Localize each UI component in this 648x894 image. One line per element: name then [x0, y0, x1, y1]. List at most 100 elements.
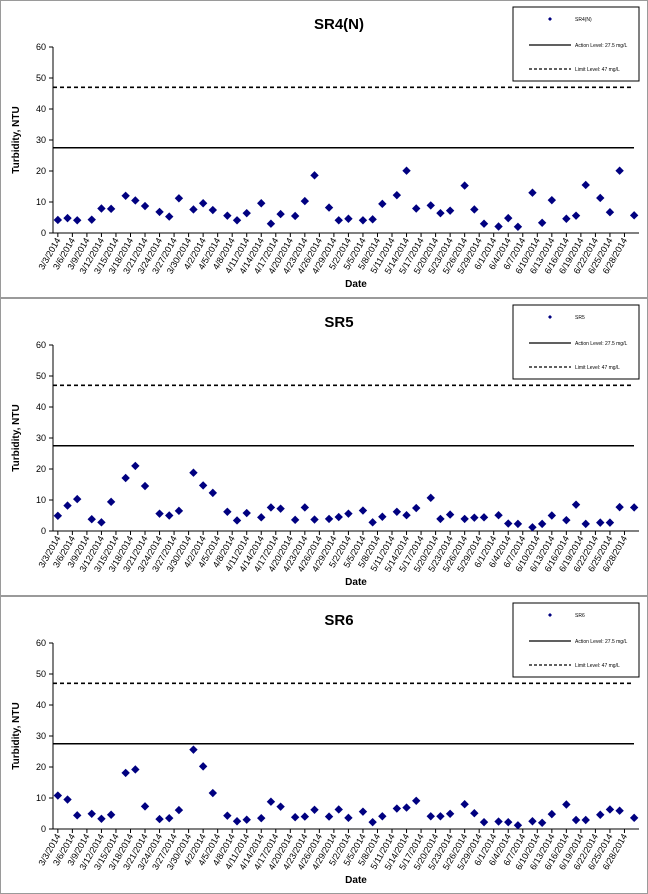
data-point [189, 205, 198, 214]
data-point [97, 518, 106, 527]
legend-label: Limit Level: 47 mg/L [575, 663, 620, 669]
data-point [232, 516, 242, 525]
data-point [189, 468, 198, 477]
y-tick-label: 0 [41, 824, 46, 834]
legend-label: Action Level: 27.5 mg/L [575, 341, 627, 347]
data-point [581, 519, 590, 529]
y-tick-label: 20 [36, 166, 46, 176]
data-point [596, 193, 605, 203]
data-point [290, 515, 300, 525]
chart-title: SR5 [324, 314, 353, 331]
data-point [460, 800, 469, 809]
data-point [368, 215, 377, 224]
y-axis-label: Turbidity, NTU [11, 404, 22, 471]
data-point [426, 201, 435, 210]
data-point [300, 196, 310, 206]
y-tick-label: 60 [36, 638, 46, 648]
chart-title: SR4(N) [314, 16, 364, 33]
data-point [266, 797, 276, 806]
data-point [73, 811, 82, 820]
data-point [242, 815, 251, 824]
data-point [189, 745, 198, 754]
data-point [547, 195, 557, 205]
legend: SR4(N) Action Level: 27.5 mg/L Limit Level… [512, 6, 640, 82]
data-point [436, 208, 445, 218]
data-point [266, 503, 276, 512]
data-point [198, 762, 208, 771]
data-point [513, 222, 523, 231]
data-point [97, 204, 106, 213]
legend-label: SR4(N) [575, 17, 592, 23]
data-point [334, 512, 343, 522]
data-point [223, 811, 232, 820]
data-point [392, 190, 402, 200]
data-point [73, 216, 82, 225]
data-point [257, 199, 266, 208]
y-tick-label: 30 [36, 135, 46, 145]
data-point [571, 211, 581, 220]
y-tick-label: 20 [36, 762, 46, 772]
data-point [344, 813, 353, 823]
y-tick-label: 50 [36, 669, 46, 679]
data-point [174, 805, 184, 815]
data-point [232, 216, 242, 225]
y-tick-label: 50 [36, 371, 46, 381]
data-point [232, 817, 242, 826]
data-point [174, 194, 184, 203]
data-point [121, 191, 130, 200]
data-point [605, 208, 615, 217]
data-point [412, 796, 421, 805]
data-point [334, 805, 343, 814]
data-point [155, 814, 164, 824]
data-point [426, 812, 435, 821]
y-tick-label: 10 [36, 793, 46, 803]
data-point [605, 518, 615, 527]
y-tick-label: 40 [36, 700, 46, 710]
legend-marker [548, 17, 552, 21]
data-point [131, 461, 140, 471]
legend: SR6 Action Level: 27.5 mg/L Limit Level: 4… [512, 602, 640, 678]
data-point [615, 806, 624, 815]
data-point [324, 812, 334, 821]
data-point [276, 209, 285, 219]
data-point [257, 813, 266, 823]
data-point [596, 518, 605, 527]
y-tick-label: 10 [36, 495, 46, 505]
data-point [426, 493, 435, 503]
data-point [242, 508, 251, 518]
data-point [131, 196, 140, 205]
data-point [310, 805, 319, 814]
legend-label: SR5 [575, 315, 585, 321]
data-point [53, 791, 63, 800]
data-point [479, 817, 489, 827]
data-point [63, 213, 72, 223]
y-tick-label: 40 [36, 104, 46, 114]
data-point [358, 506, 368, 515]
data-point [470, 513, 479, 522]
data-point [562, 800, 571, 809]
data-point [165, 511, 174, 520]
data-point [402, 166, 411, 175]
data-point [571, 500, 581, 509]
data-point [562, 214, 571, 223]
data-point [537, 519, 547, 529]
data-point [581, 180, 590, 190]
data-point [470, 205, 479, 214]
data-point [460, 181, 469, 190]
data-point [87, 215, 96, 224]
data-point [73, 494, 82, 504]
data-point [581, 815, 590, 825]
legend-label: Action Level: 27.5 mg/L [575, 639, 627, 645]
data-point [324, 514, 334, 524]
y-tick-label: 20 [36, 464, 46, 474]
y-axis-label: Turbidity, NTU [11, 702, 22, 769]
data-point [494, 510, 503, 520]
legend-label: Limit Level: 47 mg/L [575, 365, 620, 371]
y-tick-label: 30 [36, 433, 46, 443]
data-point [310, 171, 319, 180]
data-point [562, 515, 571, 525]
data-point [242, 208, 251, 218]
legend-label: SR6 [575, 613, 585, 619]
